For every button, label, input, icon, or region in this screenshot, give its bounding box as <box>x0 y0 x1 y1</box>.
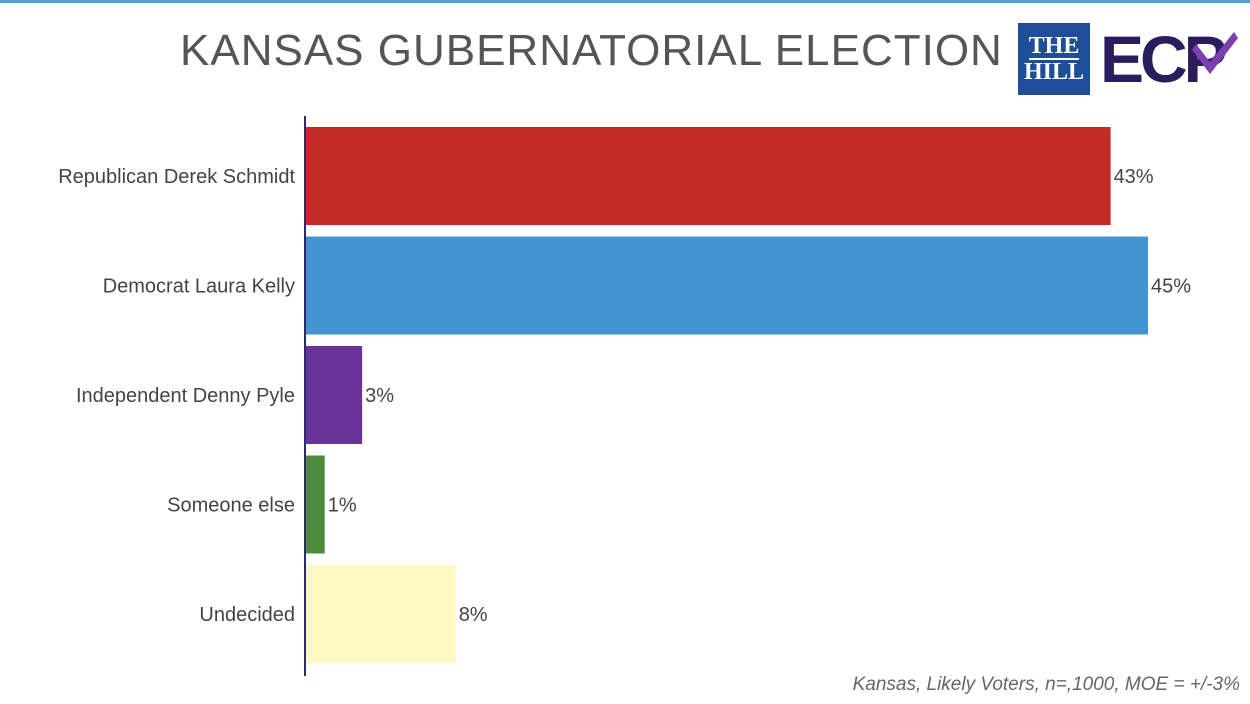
chart-title: KANSAS GUBERNATORIAL ELECTION <box>180 26 1003 75</box>
survey-note: Kansas, Likely Voters, n=,1000, MOE = +/… <box>852 674 1240 695</box>
top-rule <box>0 0 1250 3</box>
value-label-2: 3% <box>365 385 394 407</box>
the-hill-logo: THE HILL <box>1018 23 1090 95</box>
ecp-logo: ECP <box>1100 22 1238 92</box>
bar-3 <box>306 455 325 554</box>
the-hill-logo-line1: THE <box>1028 33 1080 60</box>
category-label-2: Independent Denny Pyle <box>76 385 295 407</box>
bar-1 <box>306 236 1148 335</box>
category-label-3: Someone else <box>167 495 295 517</box>
value-label-4: 8% <box>459 604 488 626</box>
ecp-logo-text: ECP <box>1100 22 1226 92</box>
value-label-1: 45% <box>1151 276 1191 298</box>
bar-2 <box>306 346 363 444</box>
category-label-1: Democrat Laura Kelly <box>103 276 295 298</box>
bar-4 <box>306 565 456 663</box>
checkmark-icon <box>1192 32 1238 74</box>
category-label-0: Republican Derek Schmidt <box>58 166 295 188</box>
value-label-3: 1% <box>328 495 357 517</box>
the-hill-logo-line2: HILL <box>1023 59 1085 85</box>
value-label-0: 43% <box>1114 166 1154 188</box>
category-label-4: Undecided <box>199 604 295 626</box>
bar-0 <box>306 127 1111 225</box>
